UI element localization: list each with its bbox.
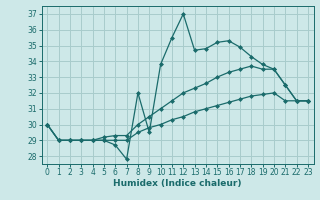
X-axis label: Humidex (Indice chaleur): Humidex (Indice chaleur) xyxy=(113,179,242,188)
